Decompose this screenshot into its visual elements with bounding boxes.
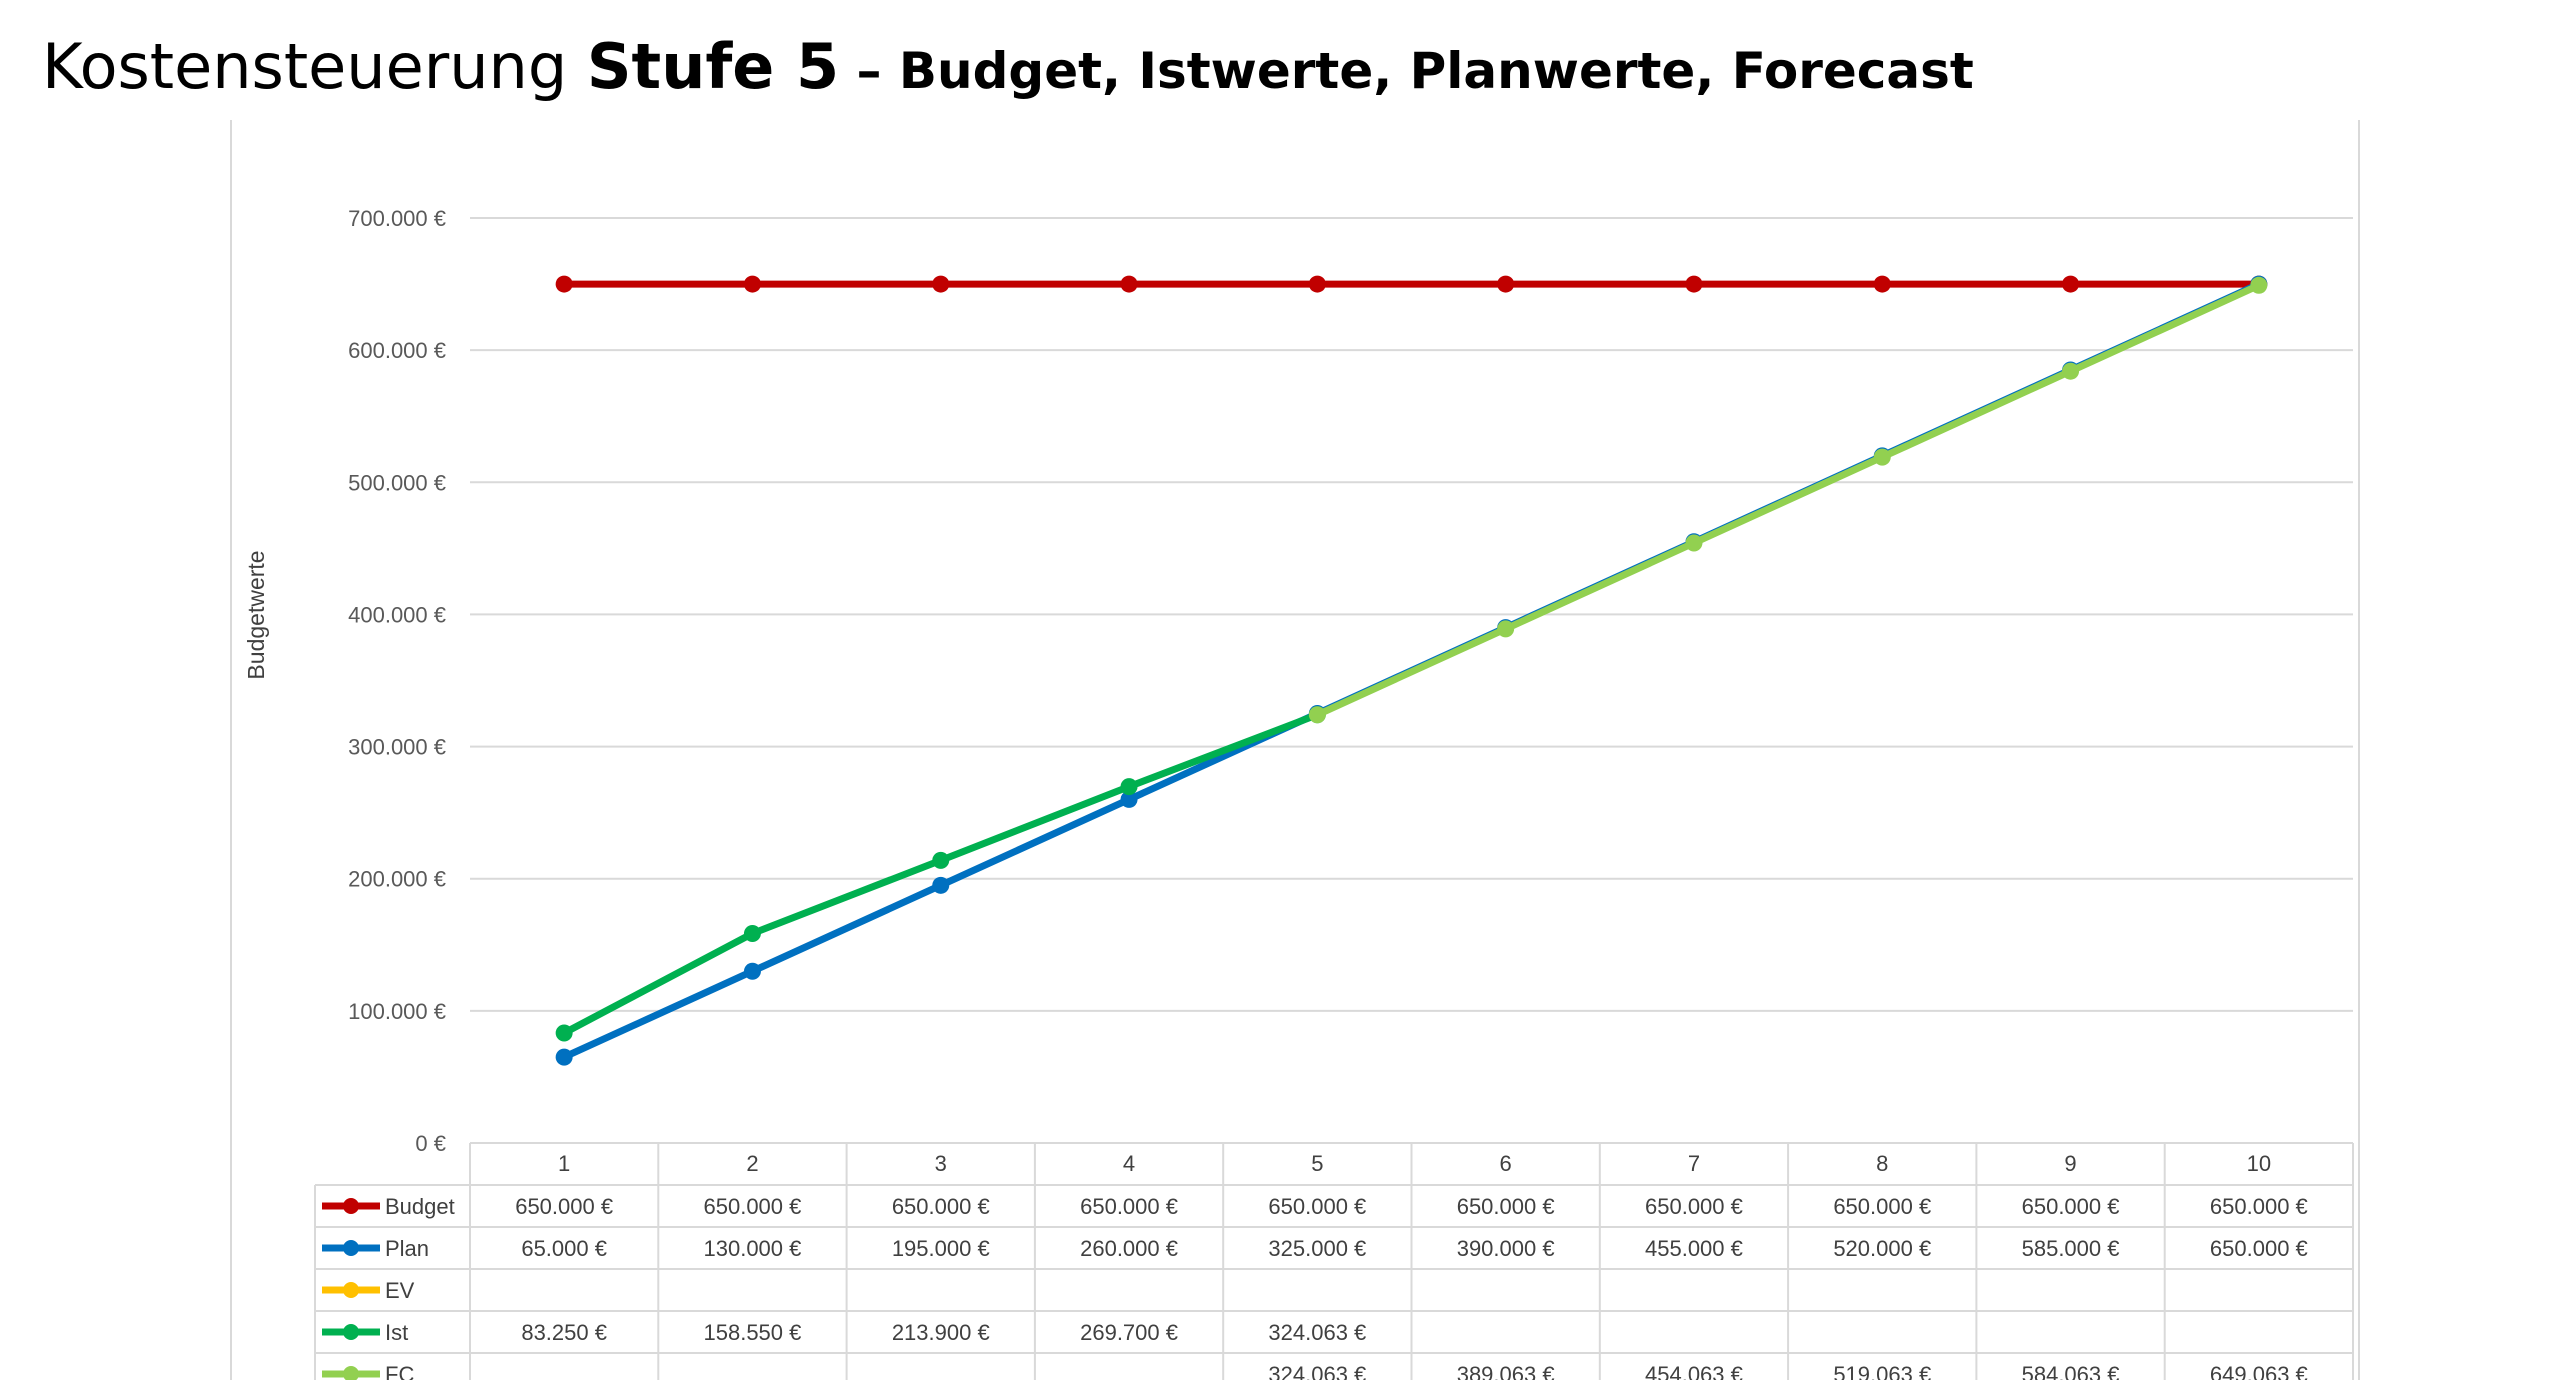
data-point-budget-9 xyxy=(2062,275,2080,293)
cell-plan-9: 585.000 € xyxy=(2022,1236,2120,1261)
cell-fc-7: 454.063 € xyxy=(1645,1362,1743,1380)
x-tick-label-6: 6 xyxy=(1500,1151,1512,1176)
gridlines xyxy=(470,217,2353,1012)
data-point-fc-8 xyxy=(1873,448,1891,466)
cell-budget-4: 650.000 € xyxy=(1080,1194,1178,1219)
y-axis-ticks: 0 € 100.000 € 200.000 € 300.000 € 400.000 € 5… xyxy=(348,206,446,1156)
data-point-budget-4 xyxy=(1120,275,1138,293)
title-part-3: – Budget, Istwerte, Planwerte, Forecast xyxy=(839,42,1974,100)
x-tick-label-8: 8 xyxy=(1876,1151,1888,1176)
y-tick-label-2: 200.000 € xyxy=(348,867,446,892)
x-tick-label-4: 4 xyxy=(1123,1151,1135,1176)
title-part-2: Stufe 5 xyxy=(586,30,840,103)
data-point-fc-7 xyxy=(1685,534,1703,552)
legend-label-budget: Budget xyxy=(385,1194,455,1219)
cell-budget-1: 650.000 € xyxy=(515,1194,613,1219)
cell-fc-9: 584.063 € xyxy=(2022,1362,2120,1380)
legend-label-ist: Ist xyxy=(385,1320,408,1345)
cell-ist-4: 269.700 € xyxy=(1080,1320,1178,1345)
data-point-ist-3 xyxy=(932,851,950,869)
data-point-ist-4 xyxy=(1120,778,1138,796)
cell-plan-7: 455.000 € xyxy=(1645,1236,1743,1261)
x-tick-label-9: 9 xyxy=(2064,1151,2076,1176)
y-tick-label-0: 0 € xyxy=(415,1131,446,1156)
data-point-plan-2 xyxy=(743,962,761,980)
y-tick-label-6: 600.000 € xyxy=(348,338,446,363)
data-point-budget-2 xyxy=(743,275,761,293)
cell-plan-3: 195.000 € xyxy=(892,1236,990,1261)
data-point-budget-7 xyxy=(1685,275,1703,293)
legend-key-marker-budget xyxy=(343,1198,359,1214)
cell-budget-8: 650.000 € xyxy=(1833,1194,1931,1219)
series-line-fc xyxy=(1313,281,2263,719)
cell-fc-10: 649.063 € xyxy=(2210,1362,2308,1380)
x-tick-label-3: 3 xyxy=(935,1151,947,1176)
cell-ist-5: 324.063 € xyxy=(1268,1320,1366,1345)
data-table: 1 2 3 4 5 6 7 8 9 10 Budget 650.000 € 650.000 € 650.0… xyxy=(314,1142,2354,1380)
data-point-fc-5 xyxy=(1308,706,1326,724)
y-axis-title: Budgetwerte xyxy=(243,550,269,679)
cell-plan-4: 260.000 € xyxy=(1080,1236,1178,1261)
cell-fc-5: 324.063 € xyxy=(1268,1362,1366,1380)
data-point-ist-1 xyxy=(555,1024,573,1042)
cell-budget-2: 650.000 € xyxy=(704,1194,802,1219)
cell-ist-3: 213.900 € xyxy=(892,1320,990,1345)
cell-budget-9: 650.000 € xyxy=(2022,1194,2120,1219)
data-point-budget-8 xyxy=(1873,275,1891,293)
legend-key-marker-ev xyxy=(343,1282,359,1298)
x-tick-label-5: 5 xyxy=(1311,1151,1323,1176)
legend-key-marker-fc xyxy=(343,1366,359,1380)
cell-plan-1: 65.000 € xyxy=(521,1236,607,1261)
legend-label-plan: Plan xyxy=(385,1236,429,1261)
legend-label-ev: EV xyxy=(385,1278,415,1303)
cell-plan-10: 650.000 € xyxy=(2210,1236,2308,1261)
data-point-budget-1 xyxy=(555,275,573,293)
cell-plan-2: 130.000 € xyxy=(704,1236,802,1261)
series-lines xyxy=(555,275,2268,1066)
x-tick-label-2: 2 xyxy=(746,1151,758,1176)
y-tick-label-4: 400.000 € xyxy=(348,602,446,627)
data-point-fc-6 xyxy=(1497,620,1515,638)
chart-frame xyxy=(230,120,2360,1380)
data-point-budget-5 xyxy=(1308,275,1326,293)
data-point-budget-3 xyxy=(932,275,950,293)
x-tick-label-10: 10 xyxy=(2247,1151,2271,1176)
y-tick-label-1: 100.000 € xyxy=(348,999,446,1024)
cell-fc-6: 389.063 € xyxy=(1457,1362,1555,1380)
cell-plan-8: 520.000 € xyxy=(1833,1236,1931,1261)
y-tick-label-7: 700.000 € xyxy=(348,206,446,231)
cell-plan-6: 390.000 € xyxy=(1457,1236,1555,1261)
cell-budget-7: 650.000 € xyxy=(1645,1194,1743,1219)
cell-budget-6: 650.000 € xyxy=(1457,1194,1555,1219)
cell-budget-5: 650.000 € xyxy=(1268,1194,1366,1219)
data-point-plan-3 xyxy=(932,876,950,894)
data-point-fc-10 xyxy=(2250,276,2268,294)
data-point-plan-4 xyxy=(1120,790,1138,808)
cell-ist-1: 83.250 € xyxy=(521,1320,607,1345)
page-title: Kostensteuerung Stufe 5 – Budget, Istwer… xyxy=(42,22,1974,112)
x-tick-label-1: 1 xyxy=(558,1151,570,1176)
cell-plan-5: 325.000 € xyxy=(1268,1236,1366,1261)
x-tick-label-7: 7 xyxy=(1688,1151,1700,1176)
cell-fc-8: 519.063 € xyxy=(1833,1362,1931,1380)
y-tick-label-3: 300.000 € xyxy=(348,735,446,760)
cell-ist-2: 158.550 € xyxy=(704,1320,802,1345)
data-point-budget-6 xyxy=(1497,275,1515,293)
y-tick-label-5: 500.000 € xyxy=(348,470,446,495)
cell-budget-3: 650.000 € xyxy=(892,1194,990,1219)
data-point-ist-2 xyxy=(743,924,761,942)
title-part-1: Kostensteuerung xyxy=(42,30,587,103)
legend-key-marker-plan xyxy=(343,1240,359,1256)
data-point-fc-9 xyxy=(2062,362,2080,380)
cell-budget-10: 650.000 € xyxy=(2210,1194,2308,1219)
legend-label-fc: FC xyxy=(385,1362,414,1380)
legend-key-marker-ist xyxy=(343,1324,359,1340)
data-point-plan-1 xyxy=(555,1048,573,1066)
